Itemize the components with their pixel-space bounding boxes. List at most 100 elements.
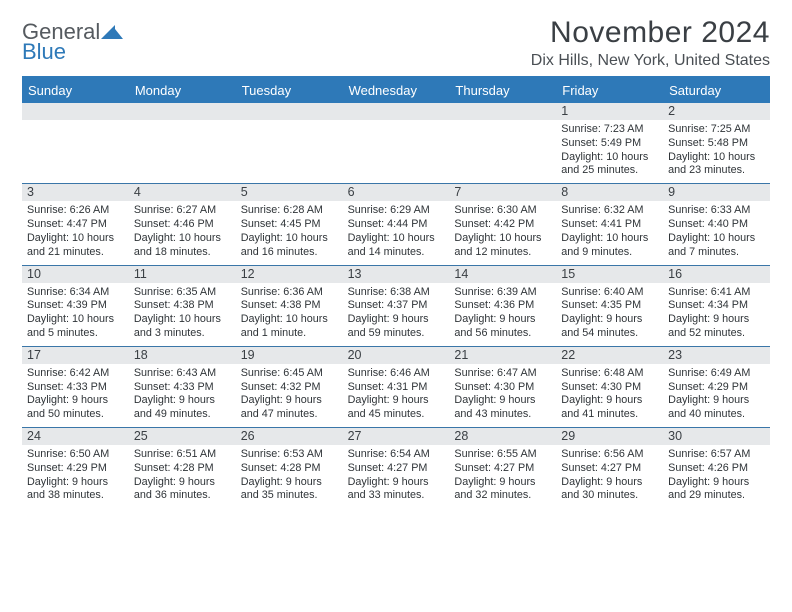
day-number-blank <box>236 103 343 120</box>
calendar: SundayMondayTuesdayWednesdayThursdayFrid… <box>22 76 770 508</box>
day-number: 17 <box>22 347 129 364</box>
calendar-day-blank <box>449 103 556 183</box>
day-details: Sunrise: 6:27 AMSunset: 4:46 PMDaylight:… <box>134 204 231 259</box>
brand-text: General Blue <box>22 22 123 62</box>
day-number: 20 <box>343 347 450 364</box>
day-details: Sunrise: 6:48 AMSunset: 4:30 PMDaylight:… <box>561 367 658 422</box>
day-details: Sunrise: 6:43 AMSunset: 4:33 PMDaylight:… <box>134 367 231 422</box>
calendar-day-blank <box>22 103 129 183</box>
brand-part2: Blue <box>22 39 66 64</box>
day-number: 19 <box>236 347 343 364</box>
calendar-day-blank <box>129 103 236 183</box>
day-number: 18 <box>129 347 236 364</box>
day-details: Sunrise: 6:39 AMSunset: 4:36 PMDaylight:… <box>454 286 551 341</box>
calendar-page: General Blue November 2024 Dix Hills, Ne… <box>0 0 792 612</box>
day-details: Sunrise: 6:56 AMSunset: 4:27 PMDaylight:… <box>561 448 658 503</box>
day-details: Sunrise: 6:46 AMSunset: 4:31 PMDaylight:… <box>348 367 445 422</box>
day-details: Sunrise: 6:29 AMSunset: 4:44 PMDaylight:… <box>348 204 445 259</box>
calendar-day: 8 Sunrise: 6:32 AMSunset: 4:41 PMDaylight… <box>556 184 663 264</box>
calendar-day: 22Sunrise: 6:48 AMSunset: 4:30 PMDayligh… <box>556 347 663 427</box>
weekday-label: Thursday <box>449 79 556 103</box>
day-details: Sunrise: 7:25 AMSunset: 5:48 PMDaylight:… <box>668 123 765 178</box>
calendar-day: 11Sunrise: 6:35 AMSunset: 4:38 PMDayligh… <box>129 266 236 346</box>
day-number: 25 <box>129 428 236 445</box>
day-number: 16 <box>663 266 770 283</box>
day-number: 1 <box>556 103 663 120</box>
calendar-day: 9Sunrise: 6:33 AMSunset: 4:40 PMDaylight… <box>663 184 770 264</box>
day-details: Sunrise: 6:28 AMSunset: 4:45 PMDaylight:… <box>241 204 338 259</box>
calendar-day-blank <box>343 103 450 183</box>
calendar-week: 17 Sunrise: 6:42 AMSunset: 4:33 PMDayligh… <box>22 347 770 428</box>
day-number: 3 <box>22 184 129 201</box>
day-number: 6 <box>343 184 450 201</box>
calendar-day: 12Sunrise: 6:36 AMSunset: 4:38 PMDayligh… <box>236 266 343 346</box>
calendar-day: 19 Sunrise: 6:45 AMSunset: 4:32 PMDayligh… <box>236 347 343 427</box>
calendar-day: 26Sunrise: 6:53 AMSunset: 4:28 PMDayligh… <box>236 428 343 508</box>
day-number: 26 <box>236 428 343 445</box>
day-number: 28 <box>449 428 556 445</box>
day-number: 8 <box>556 184 663 201</box>
weekday-label: Sunday <box>22 79 129 103</box>
calendar-day: 16 Sunrise: 6:41 AMSunset: 4:34 PMDayligh… <box>663 266 770 346</box>
day-number: 30 <box>663 428 770 445</box>
day-details: Sunrise: 6:41 AMSunset: 4:34 PMDaylight:… <box>668 286 765 341</box>
day-number: 9 <box>663 184 770 201</box>
day-details: Sunrise: 6:55 AMSunset: 4:27 PMDaylight:… <box>454 448 551 503</box>
calendar-day: 15 Sunrise: 6:40 AMSunset: 4:35 PMDayligh… <box>556 266 663 346</box>
day-number: 29 <box>556 428 663 445</box>
day-details: Sunrise: 6:26 AMSunset: 4:47 PMDaylight:… <box>27 204 124 259</box>
calendar-day: 13 Sunrise: 6:38 AMSunset: 4:37 PMDayligh… <box>343 266 450 346</box>
day-details: Sunrise: 6:38 AMSunset: 4:37 PMDaylight:… <box>348 286 445 341</box>
day-number: 23 <box>663 347 770 364</box>
day-details: Sunrise: 6:30 AMSunset: 4:42 PMDaylight:… <box>454 204 551 259</box>
calendar-day: 24Sunrise: 6:50 AMSunset: 4:29 PMDayligh… <box>22 428 129 508</box>
triangle-icon <box>101 23 123 39</box>
day-number-blank <box>449 103 556 120</box>
day-number: 2 <box>663 103 770 120</box>
day-number-blank <box>129 103 236 120</box>
calendar-day: 17 Sunrise: 6:42 AMSunset: 4:33 PMDayligh… <box>22 347 129 427</box>
calendar-day: 4Sunrise: 6:27 AMSunset: 4:46 PMDaylight… <box>129 184 236 264</box>
calendar-day: 28 Sunrise: 6:55 AMSunset: 4:27 PMDayligh… <box>449 428 556 508</box>
brand-logo: General Blue <box>22 16 123 62</box>
day-number: 21 <box>449 347 556 364</box>
calendar-day: 6 Sunrise: 6:29 AMSunset: 4:44 PMDaylight… <box>343 184 450 264</box>
calendar-day: 3 Sunrise: 6:26 AMSunset: 4:47 PMDaylight… <box>22 184 129 264</box>
calendar-day: 7Sunrise: 6:30 AMSunset: 4:42 PMDaylight… <box>449 184 556 264</box>
calendar-day-blank <box>236 103 343 183</box>
day-number: 15 <box>556 266 663 283</box>
day-details: Sunrise: 7:23 AMSunset: 5:49 PMDaylight:… <box>561 123 658 178</box>
title-block: November 2024 Dix Hills, New York, Unite… <box>531 16 770 70</box>
calendar-day: 20 Sunrise: 6:46 AMSunset: 4:31 PMDayligh… <box>343 347 450 427</box>
weekday-label: Saturday <box>663 79 770 103</box>
day-details: Sunrise: 6:36 AMSunset: 4:38 PMDaylight:… <box>241 286 338 341</box>
calendar-day: 29 Sunrise: 6:56 AMSunset: 4:27 PMDayligh… <box>556 428 663 508</box>
calendar-day: 2 Sunrise: 7:25 AMSunset: 5:48 PMDaylight… <box>663 103 770 183</box>
page-header: General Blue November 2024 Dix Hills, Ne… <box>22 16 770 70</box>
day-number-blank <box>22 103 129 120</box>
calendar-day: 30Sunrise: 6:57 AMSunset: 4:26 PMDayligh… <box>663 428 770 508</box>
calendar-week: 24Sunrise: 6:50 AMSunset: 4:29 PMDayligh… <box>22 428 770 508</box>
weekday-label: Wednesday <box>343 79 450 103</box>
day-details: Sunrise: 6:54 AMSunset: 4:27 PMDaylight:… <box>348 448 445 503</box>
calendar-day: 25 Sunrise: 6:51 AMSunset: 4:28 PMDayligh… <box>129 428 236 508</box>
day-number: 24 <box>22 428 129 445</box>
calendar-day: 23Sunrise: 6:49 AMSunset: 4:29 PMDayligh… <box>663 347 770 427</box>
day-number-blank <box>343 103 450 120</box>
day-details: Sunrise: 6:47 AMSunset: 4:30 PMDaylight:… <box>454 367 551 422</box>
weekday-label: Friday <box>556 79 663 103</box>
day-details: Sunrise: 6:32 AMSunset: 4:41 PMDaylight:… <box>561 204 658 259</box>
day-details: Sunrise: 6:40 AMSunset: 4:35 PMDaylight:… <box>561 286 658 341</box>
weekday-label: Monday <box>129 79 236 103</box>
day-number: 11 <box>129 266 236 283</box>
day-number: 13 <box>343 266 450 283</box>
weekday-header: SundayMondayTuesdayWednesdayThursdayFrid… <box>22 79 770 103</box>
day-details: Sunrise: 6:51 AMSunset: 4:28 PMDaylight:… <box>134 448 231 503</box>
calendar-day: 18 Sunrise: 6:43 AMSunset: 4:33 PMDayligh… <box>129 347 236 427</box>
day-details: Sunrise: 6:45 AMSunset: 4:32 PMDaylight:… <box>241 367 338 422</box>
day-details: Sunrise: 6:42 AMSunset: 4:33 PMDaylight:… <box>27 367 124 422</box>
location-subtitle: Dix Hills, New York, United States <box>531 52 770 70</box>
day-number: 10 <box>22 266 129 283</box>
day-number: 14 <box>449 266 556 283</box>
calendar-week: 3 Sunrise: 6:26 AMSunset: 4:47 PMDaylight… <box>22 184 770 265</box>
